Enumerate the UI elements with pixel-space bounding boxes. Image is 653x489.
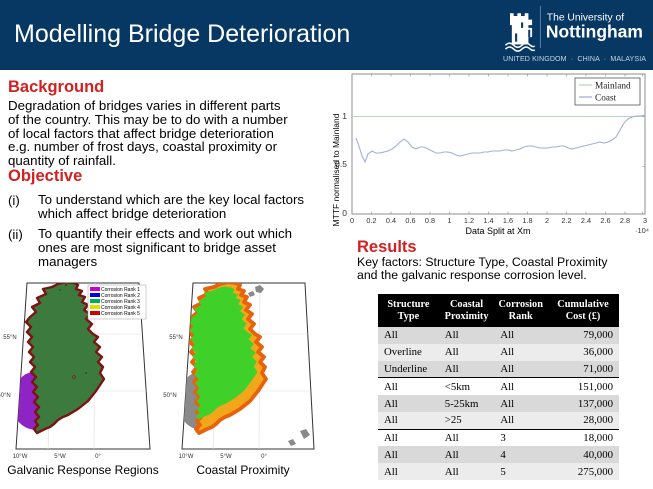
svg-text:0: 0 [342, 208, 347, 218]
svg-text:60°N: 60°N [194, 281, 207, 283]
svg-text:1: 1 [447, 216, 451, 225]
svg-text:5°W: 5°W [220, 454, 232, 458]
svg-text:1: 1 [342, 111, 347, 121]
svg-text:50°N: 50°N [163, 393, 176, 399]
svg-text:1.4: 1.4 [483, 216, 493, 225]
svg-text:5°W: 5°W [54, 454, 66, 458]
svg-text:2.4: 2.4 [581, 216, 591, 225]
svg-text:Corrosion Rank 5: Corrosion Rank 5 [101, 311, 140, 317]
svg-text:Data Split at Xm: Data Split at Xm [465, 226, 530, 236]
svg-text:55°N: 55°N [3, 335, 16, 341]
svg-text:0°: 0° [261, 454, 267, 458]
svg-text:2.6: 2.6 [600, 216, 610, 225]
svg-text:2.8: 2.8 [620, 216, 630, 225]
svg-text:1.2: 1.2 [464, 216, 474, 225]
svg-text:MTTF normalised to Mainland: MTTF normalised to Mainland [331, 113, 341, 226]
svg-text:0: 0 [350, 216, 354, 225]
svg-text:Mainland: Mainland [595, 82, 631, 92]
svg-text:60°N: 60°N [28, 281, 41, 283]
svg-text:50°N: 50°N [0, 393, 11, 399]
svg-text:10°W: 10°W [179, 454, 194, 458]
svg-text:0.4: 0.4 [386, 216, 396, 225]
svg-text:0.8: 0.8 [425, 216, 435, 225]
svg-text:0.6: 0.6 [405, 216, 415, 225]
svg-text:2: 2 [545, 216, 549, 225]
svg-text:·10⁴: ·10⁴ [635, 226, 649, 235]
svg-text:1.8: 1.8 [522, 216, 532, 225]
svg-text:3: 3 [643, 216, 647, 225]
svg-text:Coast: Coast [595, 94, 617, 104]
svg-text:0.2: 0.2 [366, 216, 376, 225]
svg-text:2.2: 2.2 [561, 216, 571, 225]
svg-text:55°N: 55°N [169, 335, 182, 341]
svg-text:Nottingham: Nottingham [546, 22, 643, 42]
svg-text:1.6: 1.6 [503, 216, 513, 225]
svg-text:10°W: 10°W [13, 454, 28, 458]
svg-text:0°: 0° [95, 454, 101, 458]
